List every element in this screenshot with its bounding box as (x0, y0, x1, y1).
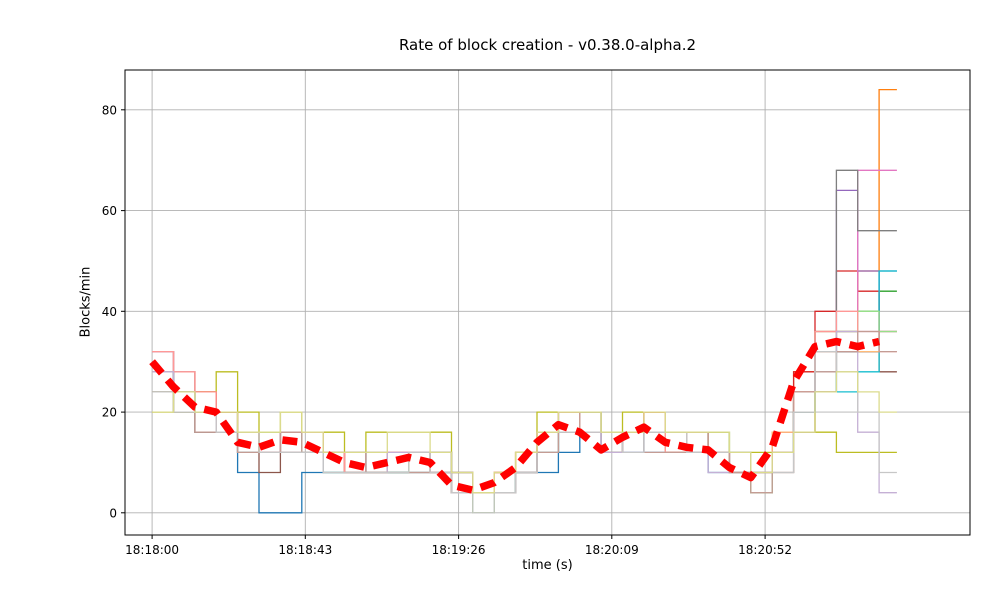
mean-line (149, 337, 880, 494)
x-tick-label: 18:19:26 (432, 543, 486, 557)
y-tick-label: 80 (102, 103, 117, 117)
series-line (152, 371, 897, 494)
axes-box (124, 69, 971, 536)
series-line (152, 350, 897, 494)
x-tick-label: 18:18:00 (125, 543, 179, 557)
y-tick-label: 60 (102, 204, 117, 218)
x-tick-label: 18:18:43 (278, 543, 332, 557)
y-tick-label: 0 (109, 506, 117, 520)
chart-title: Rate of block creation - v0.38.0-alpha.2 (398, 36, 697, 54)
y-tick-label: 40 (102, 305, 117, 319)
series-group (149, 88, 897, 514)
series-line (152, 270, 897, 514)
series-line (152, 189, 897, 514)
series-line (152, 310, 897, 494)
y-axis-label: Blocks/min (78, 266, 94, 338)
x-tick-label: 18:20:52 (738, 543, 792, 557)
x-axis-label: time (s) (522, 558, 573, 573)
y-tick-label: 20 (102, 406, 117, 420)
x-tick-label: 18:20:09 (585, 543, 639, 557)
series-line (152, 350, 897, 514)
